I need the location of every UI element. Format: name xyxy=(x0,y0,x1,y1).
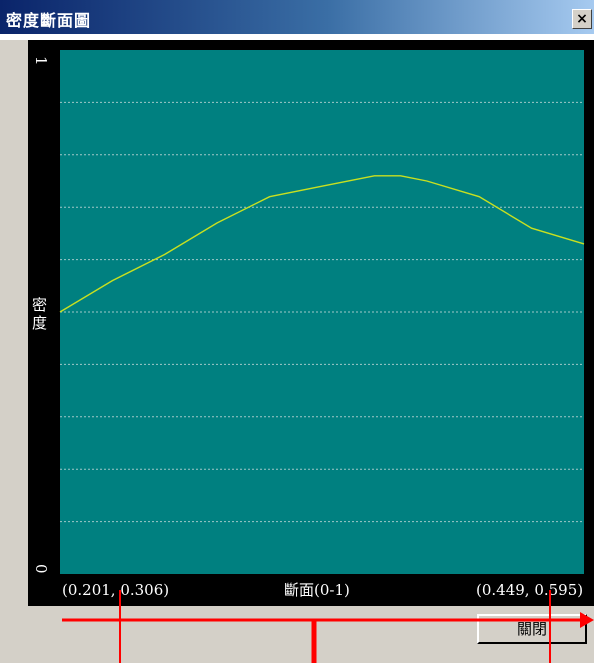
y-axis-label-char-2: 度 xyxy=(32,314,47,332)
title-bar-separator xyxy=(0,34,594,40)
density-chart: 1 0 密 度 (0.201, 0.306) 斷面(0-1) (0.449, 0… xyxy=(28,40,594,606)
close-button[interactable]: 關閉 xyxy=(477,614,587,644)
window-close-icon[interactable]: × xyxy=(572,9,592,29)
title-bar[interactable]: 密度斷面圖 × xyxy=(0,0,594,34)
y-tick-label-bottom: 0 xyxy=(32,564,50,574)
chart-canvas: 1 0 密 度 (0.201, 0.306) 斷面(0-1) (0.449, 0… xyxy=(32,50,585,599)
density-series-line xyxy=(59,175,585,313)
y-axis-label-char-1: 密 xyxy=(32,296,47,314)
start-point-label: (0.201, 0.306) xyxy=(62,581,169,599)
end-point-label: (0.449, 0.595) xyxy=(476,581,583,599)
window-title: 密度斷面圖 xyxy=(6,11,92,30)
x-axis-label: 斷面(0-1) xyxy=(284,581,350,599)
y-tick-label-top: 1 xyxy=(32,56,50,66)
